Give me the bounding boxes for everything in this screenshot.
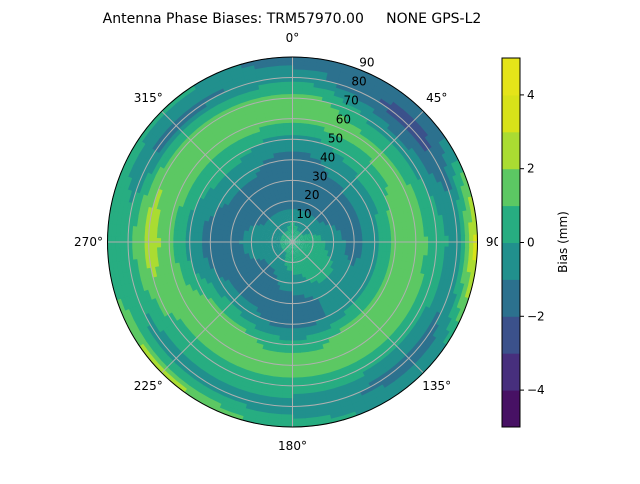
- radial-tick-label: 60: [336, 112, 351, 126]
- colorbar-band: [502, 132, 520, 169]
- contour-cell: [285, 143, 293, 148]
- contour-cell: [292, 312, 298, 317]
- radial-tick-label: 20: [304, 188, 319, 202]
- colorbar-band: [502, 353, 520, 390]
- angular-tick-label: 45°: [426, 91, 447, 105]
- polar-grid: [108, 57, 478, 427]
- contour-cell: [283, 110, 294, 115]
- contour-cell: [292, 336, 300, 341]
- contour-cell: [292, 357, 302, 362]
- angular-tick-label: 270°: [74, 235, 103, 249]
- colorbar-band: [502, 316, 520, 353]
- contour-cell: [292, 353, 301, 358]
- contour-cell: [292, 328, 299, 333]
- colorbar-tick-label: 2: [527, 162, 535, 176]
- radial-tick-label: 30: [312, 169, 327, 183]
- colorbar-tick-label: 4: [527, 88, 535, 102]
- contour-cell: [287, 163, 293, 168]
- colorbar-band: [502, 206, 520, 243]
- angular-tick-label: 0°: [286, 31, 300, 45]
- radial-tick-label: 80: [351, 74, 366, 88]
- contour-cell: [284, 122, 294, 127]
- contour-cell: [292, 332, 300, 337]
- contour-cell: [286, 151, 293, 156]
- radial-tick-label: 10: [296, 207, 311, 221]
- contour-cell: [292, 316, 298, 321]
- chart-title: Antenna Phase Biases: TRM57970.00 NONE G…: [103, 11, 482, 27]
- contour-cell: [284, 131, 293, 136]
- colorbar-label: Bias (mm): [556, 211, 570, 273]
- contour-cell: [292, 369, 303, 374]
- radial-tick-label: 40: [320, 150, 335, 164]
- contour-cell: [235, 244, 240, 249]
- colorbar-band: [502, 95, 520, 132]
- colorbar-band: [502, 390, 520, 427]
- angular-tick-label: 135°: [422, 379, 451, 393]
- colorbar-tick-label: −4: [527, 383, 545, 397]
- contour-cell: [284, 126, 293, 131]
- contour-cell: [287, 168, 293, 173]
- contour-cell: [346, 236, 351, 241]
- radial-tick-label: 90: [359, 55, 374, 69]
- colorbar-tick-label: −2: [527, 309, 545, 323]
- colorbar-tick-label: 0: [527, 236, 535, 250]
- colorbar-band: [502, 169, 520, 206]
- contour-cell: [292, 349, 301, 354]
- colorbar-band: [502, 58, 520, 95]
- angular-tick-label: 180°: [278, 439, 307, 453]
- radial-tick-label: 50: [328, 131, 343, 145]
- radial-tick-label: 70: [344, 93, 359, 107]
- colorbar-band: [502, 243, 520, 280]
- angular-tick-label: 225°: [134, 379, 163, 393]
- colorbar: −4 −2 0 2 4: [501, 57, 545, 428]
- angular-tick-label: 315°: [134, 91, 163, 105]
- contour-cell: [285, 147, 293, 152]
- colorbar-band: [502, 279, 520, 316]
